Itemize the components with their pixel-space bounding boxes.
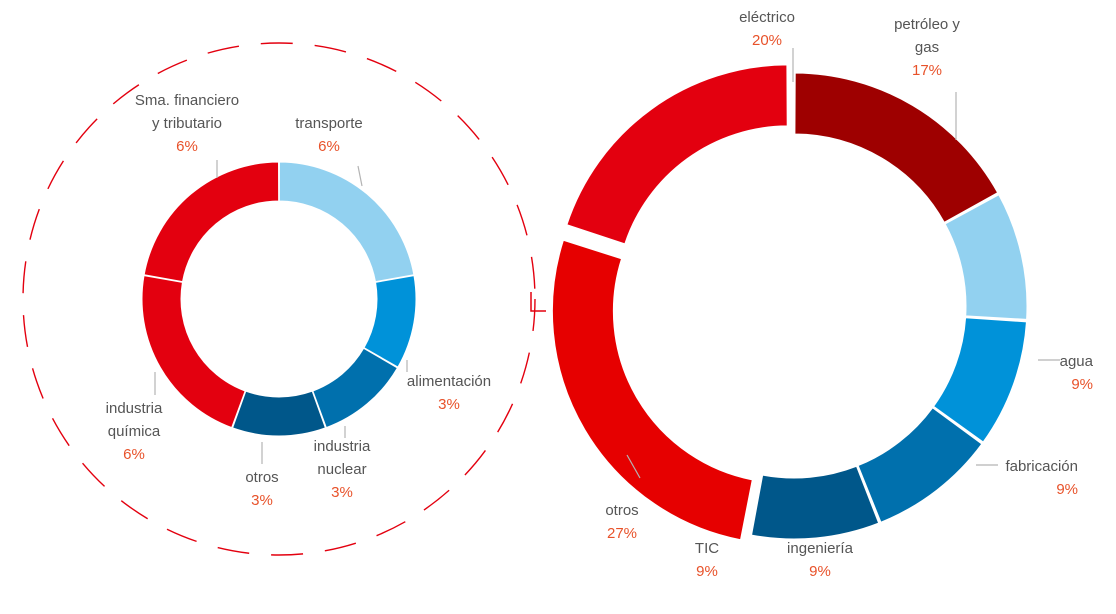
large-donut-label-ingenieria: ingeniería 9% (787, 540, 854, 580)
large-donut-label-line: ingeniería (787, 540, 854, 557)
large-donut-value-fabricacion: 9% (1056, 481, 1078, 498)
large-donut-leader-line-otros (626, 454, 641, 479)
small-donut-value-otros: 3% (251, 492, 273, 509)
small-donut-label-line: Sma. financiero (135, 92, 239, 109)
large-donut-slice-tic (750, 465, 880, 540)
small-donut-value-transporte: 6% (318, 138, 340, 155)
small-donut-slice-sma-financiero-y-tributario (143, 161, 280, 283)
dashed-circle (22, 42, 536, 556)
large-donut-label-line: otros (605, 502, 638, 519)
small-donut-leader-line-transporte (357, 165, 363, 187)
small-donut-label-line: y tributario (152, 115, 222, 132)
corner-bracket (530, 292, 546, 312)
large-donut-chart: petróleo y gas 17%agua 9%fabricación 9%ingen… (551, 9, 1094, 580)
small-donut-value-sma-financiero-y-tributario: 6% (176, 138, 198, 155)
small-donut-slice-industria-nuclear (312, 347, 399, 429)
large-donut-slice-agua (944, 194, 1028, 320)
large-donut-label-fabricacion: fabricación 9% (1005, 458, 1078, 498)
large-donut-label-tic: TIC 9% (695, 540, 719, 580)
large-donut-slice-otros (551, 239, 753, 541)
small-donut-label-alimentacion: alimentación 3% (407, 373, 491, 413)
large-donut-label-line: TIC (695, 540, 719, 557)
large-donut-slice-ingenieria (857, 407, 983, 523)
large-donut-value-tic: 9% (696, 563, 718, 580)
small-donut-label-line: transporte (295, 115, 363, 132)
large-donut-label-otros: otros 27% (605, 502, 638, 542)
large-donut-value-petroleo-y-gas: 17% (912, 62, 942, 79)
large-donut-value-electrico: 20% (752, 32, 782, 49)
small-donut-label-line: industria (106, 400, 163, 417)
small-donut-label-line: industria (314, 438, 371, 455)
small-donut-value-industria-quimica: 6% (123, 446, 145, 463)
large-donut-slice-fabricacion (932, 317, 1027, 443)
large-donut-label-petroleo-y-gas: petróleo y gas 17% (894, 16, 960, 79)
small-donut-slice-alimentacion (363, 275, 417, 368)
small-donut-slice-transporte (278, 161, 415, 283)
small-donut-label-line: alimentación (407, 373, 491, 390)
small-donut-label-otros: otros 3% (245, 469, 278, 509)
small-donut-chart: transporte 6% alimentación 3% industria nucle… (106, 92, 491, 509)
small-donut-label-industria-quimica: industria química 6% (106, 400, 163, 463)
large-donut-value-ingenieria: 9% (809, 563, 831, 580)
large-donut-slice-electrico (566, 64, 788, 245)
small-donut-slice-industria-quimica (141, 275, 246, 429)
large-donut-label-line: gas (915, 39, 939, 56)
large-donut-label-electrico: eléctrico 20% (739, 9, 795, 49)
large-donut-label-line: eléctrico (739, 9, 795, 26)
small-donut-label-sma-financiero-y-tributario: Sma. financiero y tributario 6% (135, 92, 239, 155)
small-donut-label-industria-nuclear: industria nuclear 3% (314, 438, 371, 501)
small-donut-label-transporte: transporte 6% (295, 115, 363, 155)
small-donut-label-line: nuclear (317, 461, 366, 478)
large-donut-value-otros: 27% (607, 525, 637, 542)
small-donut-label-line: otros (245, 469, 278, 486)
large-donut-label-line: agua (1060, 353, 1094, 370)
large-donut-label-agua: agua 9% (1060, 353, 1094, 393)
small-donut-value-alimentacion: 3% (438, 396, 460, 413)
large-donut-label-line: petróleo y (894, 16, 960, 33)
large-donut-label-line: fabricación (1005, 458, 1078, 475)
small-donut-label-line: química (108, 423, 161, 440)
small-donut-value-industria-nuclear: 3% (331, 484, 353, 501)
large-donut-value-agua: 9% (1071, 376, 1093, 393)
decorations (22, 42, 546, 556)
small-donut-slice-otros (231, 390, 327, 437)
large-donut-slice-petroleo-y-gas (794, 72, 999, 224)
